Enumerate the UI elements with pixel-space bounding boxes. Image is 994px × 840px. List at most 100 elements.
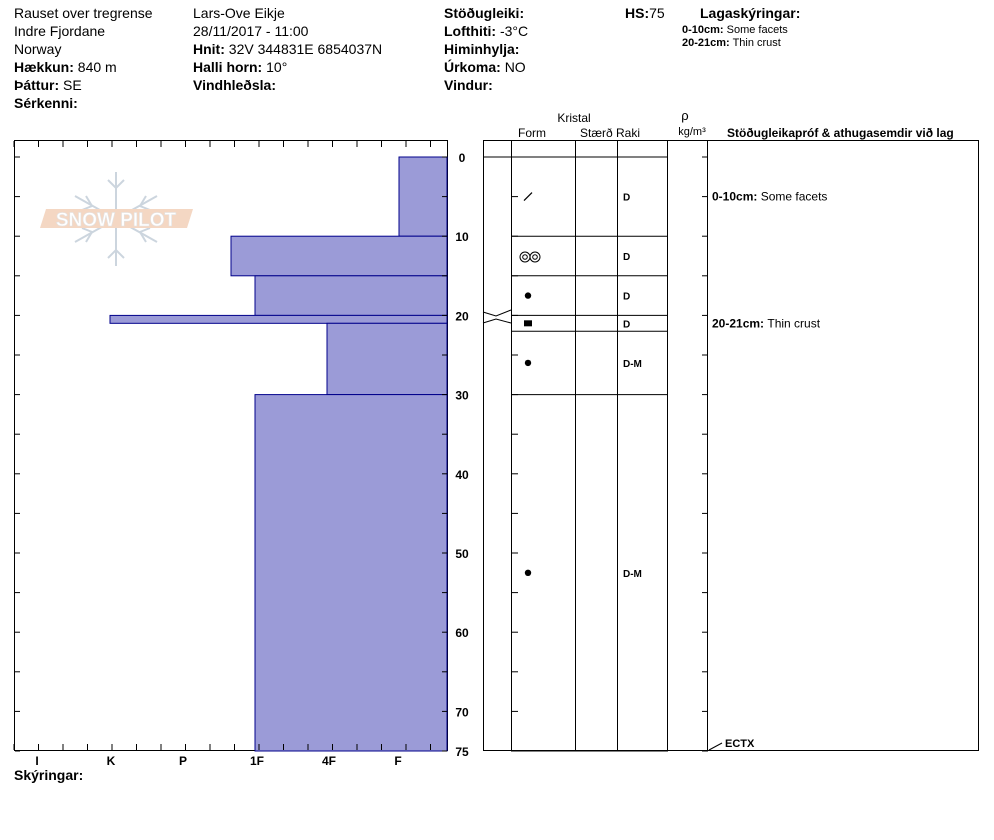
layer-note-item: 0-10cm: Some facets — [682, 24, 788, 37]
hardness-bar — [254, 394, 448, 752]
coords-field: Hnit: 32V 344831E 6854037N — [193, 40, 382, 58]
hardness-tick-label: P — [179, 754, 187, 768]
moisture-value: D — [623, 193, 630, 204]
layer-note-text: Thin crust — [732, 37, 781, 49]
hardness-tick-label: I — [35, 754, 38, 768]
depth-tick-label: 60 — [455, 626, 469, 640]
sky-field: Himinhylja: — [444, 40, 519, 58]
size-header: Stærð — [580, 126, 613, 140]
depth-tick-label: 30 — [455, 389, 469, 403]
wind-field: Vindur: — [444, 76, 493, 94]
slope-value: 10° — [266, 59, 288, 75]
region-name: Indre Fjordane — [14, 23, 106, 39]
kristal-header: Kristal — [557, 111, 590, 125]
layer-note-item: 20-21cm: Thin crust — [682, 37, 781, 50]
air-temp-field: Lofthiti: -3°C — [444, 22, 528, 40]
elevation-value: 840 m — [77, 59, 117, 75]
layer-comment-range: 0-10cm: — [712, 190, 761, 204]
depth-tick-label: 0 — [459, 151, 466, 165]
layer-notes-title-text: Lagaskýringar: — [700, 5, 801, 21]
moisture-header: Raki — [616, 126, 640, 140]
layer-notes-title: Lagaskýringar: — [700, 4, 800, 22]
hs-label: HS: — [625, 5, 650, 21]
depth-tick-label: 10 — [455, 230, 469, 244]
precip-value: NO — [504, 59, 526, 75]
faceted-crystal-icon — [523, 192, 533, 202]
hardness-tick-label: F — [394, 754, 401, 768]
hardness-axis-labels: I K P 1F 4F F — [35, 754, 401, 768]
depth-tick-label: 70 — [455, 705, 469, 719]
hs-field: HS:75 — [625, 4, 665, 22]
moisture-value: D — [623, 252, 630, 263]
air-temp-value: -3°C — [499, 23, 529, 39]
thin-layer-connector — [482, 318, 512, 324]
hardness-bars — [109, 156, 448, 752]
depth-tick-label: 40 — [455, 468, 469, 482]
hardness-bar — [398, 156, 448, 237]
coords-value: 32V 344831E 6854037N — [228, 41, 383, 57]
hardness-bar — [230, 235, 448, 277]
hardness-left-ticks — [15, 156, 447, 752]
comments-layer: 0-10cm: Some facets 20-21cm: Thin crust EC… — [708, 190, 827, 751]
moisture-value: D — [623, 319, 630, 330]
aspect-label: Þáttur: — [14, 77, 60, 93]
slope-field: Halli horn: 10° — [193, 58, 287, 76]
sky-label: Himinhylja: — [444, 41, 520, 57]
elevation-field: Hækkun: 840 m — [14, 58, 117, 76]
layer-comment: 0-10cm: Some facets — [712, 190, 827, 204]
layer-comment-range: 20-21cm: — [712, 316, 767, 330]
observer-name: Lars-Ove Eikje — [193, 5, 285, 21]
stability-field: Stöðugleiki: — [444, 4, 524, 22]
round-grain-icon — [524, 292, 532, 299]
wind-label: Vindur: — [444, 77, 493, 93]
hardness-bar — [254, 275, 448, 316]
elevation-label: Hækkun: — [14, 59, 74, 75]
moisture-value: D — [623, 292, 630, 303]
hs-value: 75 — [649, 5, 665, 21]
moisture-value: D-M — [623, 359, 642, 370]
snowflake-icon — [74, 172, 158, 266]
observation-datetime: 28/11/2017 - 11:00 — [193, 23, 309, 39]
hardness-top-ticks — [13, 141, 431, 750]
grain-table-frame — [483, 140, 979, 751]
hardness-bar — [326, 322, 448, 396]
depth-tick-label: 20 — [455, 309, 469, 323]
depth-tick-label: 50 — [455, 547, 469, 561]
depth-axis: 0 10 20 30 40 50 60 70 75 — [455, 151, 469, 759]
slope-label: Halli horn: — [193, 59, 263, 75]
features-field: Sérkenni: — [14, 94, 78, 112]
country-name: Norway — [14, 41, 62, 57]
coords-label: Hnit: — [193, 41, 225, 57]
round-grain-icon — [524, 359, 532, 367]
hardness-tick-label: 4F — [322, 754, 336, 768]
precip-label: Úrkoma: — [444, 59, 501, 75]
hardness-tick-label: K — [107, 754, 116, 768]
moisture-value: D-M — [623, 569, 642, 580]
form-header: Form — [518, 126, 546, 140]
snowpilot-logo: SNOW PILOT — [40, 172, 193, 266]
density-symbol: ρ — [681, 108, 688, 123]
hardness-bar — [109, 314, 448, 324]
layer-note-text: Some facets — [726, 24, 788, 36]
aspect-field: Þáttur: SE — [14, 76, 82, 94]
precip-field: Úrkoma: NO — [444, 58, 526, 76]
layer-comment-text: Some facets — [761, 190, 828, 204]
hardness-tick-label: 1F — [250, 754, 264, 768]
grain-table-rows: D D D D D-M D-M — [482, 156, 708, 752]
logo-text: SNOW PILOT — [56, 210, 177, 231]
melt-freeze-crust-icon — [524, 320, 532, 327]
location-name: Rauset over tregrense — [14, 5, 153, 21]
rounded-grain-outer — [519, 251, 531, 263]
test-marker-label: ECTX — [725, 738, 755, 750]
round-grain-icon — [524, 569, 532, 576]
test-marker-arrow — [708, 742, 723, 751]
stability-label: Stöðugleiki: — [444, 5, 525, 21]
layer-comment-text: Thin crust — [767, 316, 820, 330]
features-label: Sérkenni: — [14, 95, 78, 111]
rounded-grain-outer — [529, 251, 541, 263]
thin-layer-connector — [482, 309, 512, 317]
rounded-grain-inner — [532, 254, 538, 260]
rounded-grains-icon — [519, 251, 541, 263]
aspect-value: SE — [63, 77, 82, 93]
